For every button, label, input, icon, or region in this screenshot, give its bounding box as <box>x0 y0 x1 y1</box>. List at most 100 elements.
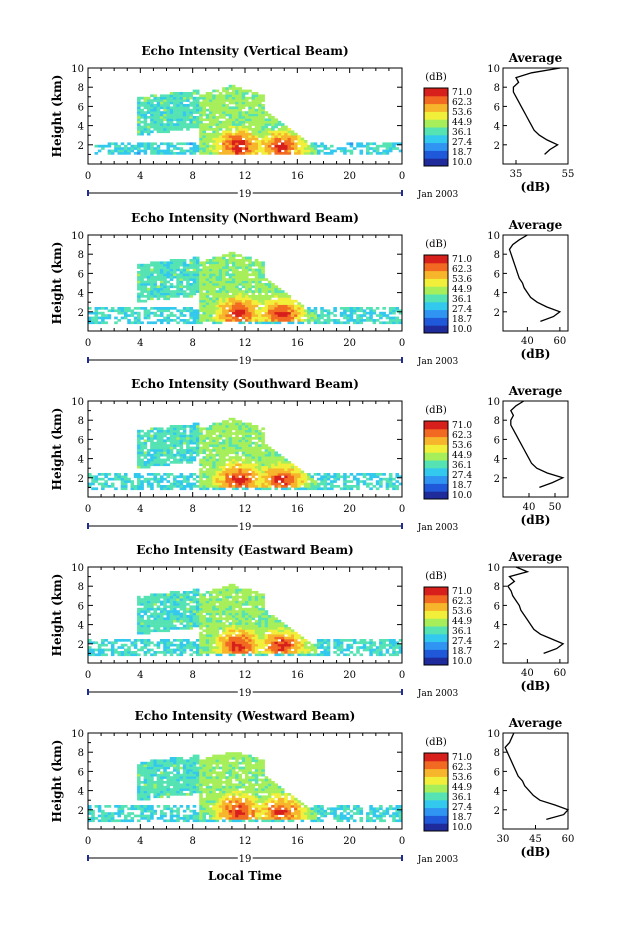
heatmap-cell <box>215 266 220 269</box>
heatmap-cell <box>209 624 213 628</box>
heatmap-cell <box>271 302 275 305</box>
heatmap-cell <box>307 147 311 150</box>
heatmap-cell <box>297 485 301 488</box>
heatmap-cell <box>150 482 154 486</box>
heatmap-cell <box>120 475 125 479</box>
heatmap-cell <box>228 449 233 452</box>
heatmap-cell <box>212 290 216 293</box>
heatmap-cell <box>222 439 226 443</box>
heatmap-cell <box>182 480 187 483</box>
heatmap-cell <box>274 641 279 645</box>
heatmap-cell <box>209 147 213 150</box>
heatmap-cell <box>189 437 193 440</box>
heatmap-cell <box>245 458 249 462</box>
heatmap-cell <box>153 290 157 293</box>
heatmap-cell <box>313 473 318 476</box>
heatmap-cell <box>297 309 301 313</box>
heatmap-cell <box>202 106 207 110</box>
heatmap-cell <box>228 135 233 138</box>
heatmap-cell <box>375 319 380 322</box>
heatmap-cell <box>231 251 236 255</box>
heatmap-cell <box>173 456 177 459</box>
heatmap-cell <box>176 111 180 114</box>
heatmap-cell <box>156 101 161 105</box>
heatmap-cell <box>287 651 292 654</box>
heatmap-cell <box>159 622 164 625</box>
heatmap-cell <box>166 475 171 479</box>
heatmap-cell <box>225 453 229 457</box>
heatmap-cell <box>110 477 115 481</box>
heatmap-cell <box>254 591 259 594</box>
heatmap-cell <box>179 639 184 642</box>
heatmap-cell <box>267 309 272 313</box>
heatmap-cell <box>258 125 262 129</box>
heatmap-cell <box>192 123 197 126</box>
heatmap-cell <box>316 144 321 148</box>
heatmap-cell <box>231 627 236 630</box>
heatmap-cell <box>248 149 252 153</box>
heatmap-cell <box>150 449 154 452</box>
heatmap-cell <box>215 444 220 447</box>
heatmap-cell <box>235 280 239 284</box>
heatmap-cell <box>101 482 105 486</box>
heatmap-cell <box>238 603 243 606</box>
heatmap-cell <box>254 610 259 613</box>
heatmap-cell <box>277 648 282 652</box>
heatmap-cell <box>258 473 262 476</box>
heatmap-cell <box>159 444 164 447</box>
heatmap-cell <box>271 309 275 313</box>
heatmap-cell <box>179 147 184 150</box>
heatmap-cell <box>277 152 282 155</box>
heatmap-cell <box>153 94 157 98</box>
heatmap-cell <box>205 598 210 601</box>
heatmap-cell <box>156 130 161 134</box>
heatmap-cell <box>143 600 148 604</box>
heatmap-cell <box>330 144 334 148</box>
heatmap-cell <box>146 439 151 443</box>
heatmap-cell <box>222 451 226 455</box>
heatmap-cell <box>212 96 216 100</box>
heatmap-cell <box>222 137 226 141</box>
heatmap-cell <box>225 651 229 654</box>
heatmap-cell <box>258 622 262 625</box>
heatmap-cell <box>169 266 174 269</box>
heatmap-cell <box>228 278 233 281</box>
heatmap-cell <box>150 439 154 443</box>
heatmap-cell <box>182 643 187 647</box>
heatmap-cell <box>366 311 370 315</box>
heatmap-cell <box>199 643 203 647</box>
heatmap-cell <box>159 449 164 452</box>
heatmap-cell <box>182 603 187 606</box>
heatmap-cell <box>251 449 256 452</box>
heatmap-cell <box>120 646 125 649</box>
heatmap-cell <box>225 485 229 488</box>
heatmap-cell <box>245 311 249 315</box>
heatmap-cell <box>130 482 135 486</box>
heatmap-cell <box>316 473 321 476</box>
heatmap-cell <box>156 651 161 654</box>
heatmap-cell <box>169 437 174 440</box>
heatmap-cell <box>153 280 157 284</box>
heatmap-cell <box>189 617 193 621</box>
heatmap-cell <box>271 316 275 320</box>
heatmap-cell <box>228 92 233 95</box>
heatmap-cell <box>182 598 187 601</box>
heatmap-cell <box>156 278 161 281</box>
heatmap-cell <box>182 261 187 265</box>
heatmap-cell <box>215 120 220 124</box>
heatmap-cell <box>114 477 118 481</box>
heatmap-cell <box>110 653 115 657</box>
heatmap-cell <box>225 132 229 136</box>
heatmap-cell <box>326 152 331 155</box>
heatmap-cell <box>231 94 236 98</box>
heatmap-cell <box>166 619 171 623</box>
heatmap-cell <box>150 603 154 606</box>
heatmap-cell <box>241 651 246 654</box>
heatmap-cell <box>205 477 210 481</box>
heatmap-cell <box>143 111 148 114</box>
y-tick-label: 8 <box>78 250 84 261</box>
heatmap-cell <box>261 142 265 146</box>
heatmap-cell <box>202 461 207 464</box>
heatmap-cell <box>192 615 197 618</box>
heatmap-cell <box>248 128 252 131</box>
